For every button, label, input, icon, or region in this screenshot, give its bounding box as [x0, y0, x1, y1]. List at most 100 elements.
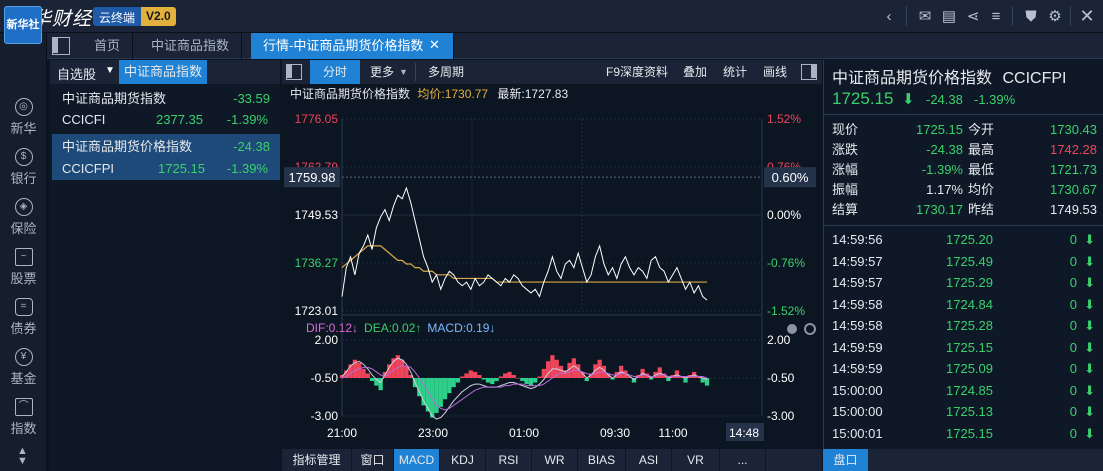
menu-icon[interactable]: ≡ [991, 7, 1001, 25]
macd-bar [580, 371, 585, 378]
nav-item-insurance[interactable]: ◈ 保险 [0, 190, 47, 240]
list-item[interactable]: 中证商品期货价格指数 -24.38 [52, 136, 280, 158]
item-change: -33.59 [233, 91, 270, 106]
close-tab-icon[interactable]: ✕ [429, 37, 440, 52]
macd-bar [378, 378, 383, 391]
tick-volume: 0 [1069, 425, 1077, 441]
nav-item-bank[interactable]: $ 银行 [0, 140, 47, 190]
macd-bar [666, 378, 671, 382]
nav-scroll-icon[interactable]: ▲ ▼ [17, 445, 28, 467]
bank-icon: $ [14, 148, 33, 166]
indicator-tab-9[interactable]: ... [720, 449, 766, 471]
macd-bar [533, 378, 538, 383]
y-tick-left: 1749.53 [295, 208, 339, 222]
indicator-tab-6[interactable]: BIAS [578, 449, 626, 471]
caret-down-icon[interactable]: ▼ [399, 67, 408, 77]
macd-bar [464, 373, 469, 378]
indicator-tab-0[interactable]: 指标管理 [282, 449, 352, 471]
quote-label: 最低 [968, 162, 995, 177]
nav-item-index[interactable]: ⌒ 指数 [0, 390, 47, 440]
panel-toggle-icon[interactable] [286, 64, 302, 80]
macd-bar [563, 370, 568, 378]
indicator-tab-3[interactable]: KDJ [440, 449, 486, 471]
indicator-tab-8[interactable]: VR [672, 449, 720, 471]
tab-quote[interactable]: 行情-中证商品期货价格指数 [251, 33, 455, 59]
indicator-tab-1[interactable]: 窗口 [352, 449, 394, 471]
quote-panel [823, 60, 1103, 471]
crosshair-price: 1759.98 [289, 170, 336, 185]
tool-draw[interactable]: 画线 [763, 65, 788, 79]
fund-icon: ¥ [14, 348, 33, 366]
tool-more[interactable]: 更多 [370, 65, 395, 79]
price-line [341, 186, 708, 301]
macd-bar [683, 378, 688, 383]
indicator-tab-7[interactable]: ASI [626, 449, 672, 471]
version-label: V2.0 [141, 7, 176, 26]
tab-home[interactable]: 首页 [82, 33, 134, 59]
arrow-down-icon: ⬇ [1084, 404, 1095, 419]
watchlist-tab-mystocks[interactable]: 自选股 [57, 67, 97, 82]
tab-ccic-index[interactable]: 中证商品指数 [139, 33, 243, 59]
selected-row-bg [52, 134, 280, 180]
macd-bar [455, 378, 461, 383]
tick-price: 1725.15 [946, 425, 993, 441]
tick-time: 14:59:59 [832, 361, 883, 376]
quote-value: 1725.15 [916, 122, 963, 137]
close-indicator-icon [787, 324, 797, 334]
x-tick: 09:30 [600, 426, 630, 440]
tick-volume: 0 [1069, 253, 1077, 269]
top-bar [0, 0, 1103, 33]
macd-bar [425, 378, 431, 412]
nav-item-stock[interactable]: ~ 股票 [0, 240, 47, 290]
tool-intraday[interactable]: 分时 [310, 60, 360, 84]
mail-icon[interactable]: ✉ [918, 8, 932, 25]
share-icon[interactable]: ⋖ [966, 8, 980, 25]
arrow-down-icon: ⬇ [902, 91, 915, 108]
watchlist-tab-ccic[interactable]: 中证商品指数 [119, 60, 208, 84]
tab-order-book[interactable]: 盘口 [823, 449, 868, 471]
macd-bar [515, 378, 521, 379]
intraday-chart[interactable]: 1776.051762.791749.531736.271723.011.52%… [282, 100, 822, 449]
nav-item-xinhua[interactable]: ◎ 新华 [0, 90, 47, 140]
gear-icon[interactable]: ⚙ [1048, 8, 1062, 25]
macd-bar [348, 364, 353, 378]
sidebar-toggle-icon[interactable] [52, 37, 70, 55]
tool-multi-period[interactable]: 多周期 [428, 65, 465, 79]
macd-bar [421, 378, 426, 406]
indicator-tab-5[interactable]: WR [532, 449, 578, 471]
caret-down-icon[interactable]: ▼ [105, 65, 115, 76]
nav-item-fund[interactable]: ¥ 基金 [0, 340, 47, 390]
macd-bar [481, 378, 486, 380]
chevron-left-icon[interactable]: ‹ [886, 7, 892, 25]
tick-price: 1725.49 [946, 253, 993, 269]
nav-item-bond[interactable]: = 债券 [0, 290, 47, 340]
tick-row: 14:59:57 1725.29 0 ⬇ [832, 273, 1097, 294]
list-item[interactable]: CCICFI 2377.35 -1.39% [52, 109, 280, 131]
macd-tick-left: -0.50 [311, 371, 339, 385]
macd-legend: DIF:0.12↓ DEA:0.02↑ MACD:0.19↓ [306, 321, 495, 335]
xinhua-logo[interactable]: 新华社 [4, 6, 42, 44]
item-pct: -1.39% [226, 112, 268, 127]
arrow-down-icon: ⬇ [1084, 425, 1095, 441]
message-icon[interactable]: ▤ [941, 8, 957, 25]
item-change: -24.38 [233, 139, 270, 154]
tool-overlay[interactable]: 叠加 [683, 65, 708, 79]
chart-avg-label: 均价:1730.77 [417, 87, 489, 101]
macd-bar [524, 378, 529, 385]
list-item[interactable]: CCICFPI 1725.15 -1.39% [52, 158, 280, 180]
indicator-tab-2[interactable]: MACD [394, 449, 440, 471]
macd-bar [430, 378, 435, 418]
quote-row: 现价 1725.15 今开 1730.43 [832, 120, 1097, 140]
indicator-tab-4[interactable]: RSI [486, 449, 532, 471]
tool-stats[interactable]: 统计 [723, 65, 748, 79]
close-icon[interactable]: ✕ [1079, 5, 1095, 26]
nav-label: 新华 [10, 121, 37, 136]
macd-tick-right: -3.00 [767, 409, 795, 423]
tick-time: 14:59:59 [832, 339, 883, 355]
list-item[interactable]: 中证商品期货指数 -33.59 [52, 88, 280, 110]
shirt-icon[interactable]: ⛊ [1025, 7, 1037, 25]
right-panel-toggle-icon[interactable] [801, 64, 817, 80]
x-tick: 14:48 [729, 426, 759, 440]
divider [823, 114, 1103, 115]
tool-f9-deep[interactable]: F9深度资料 [606, 65, 669, 79]
